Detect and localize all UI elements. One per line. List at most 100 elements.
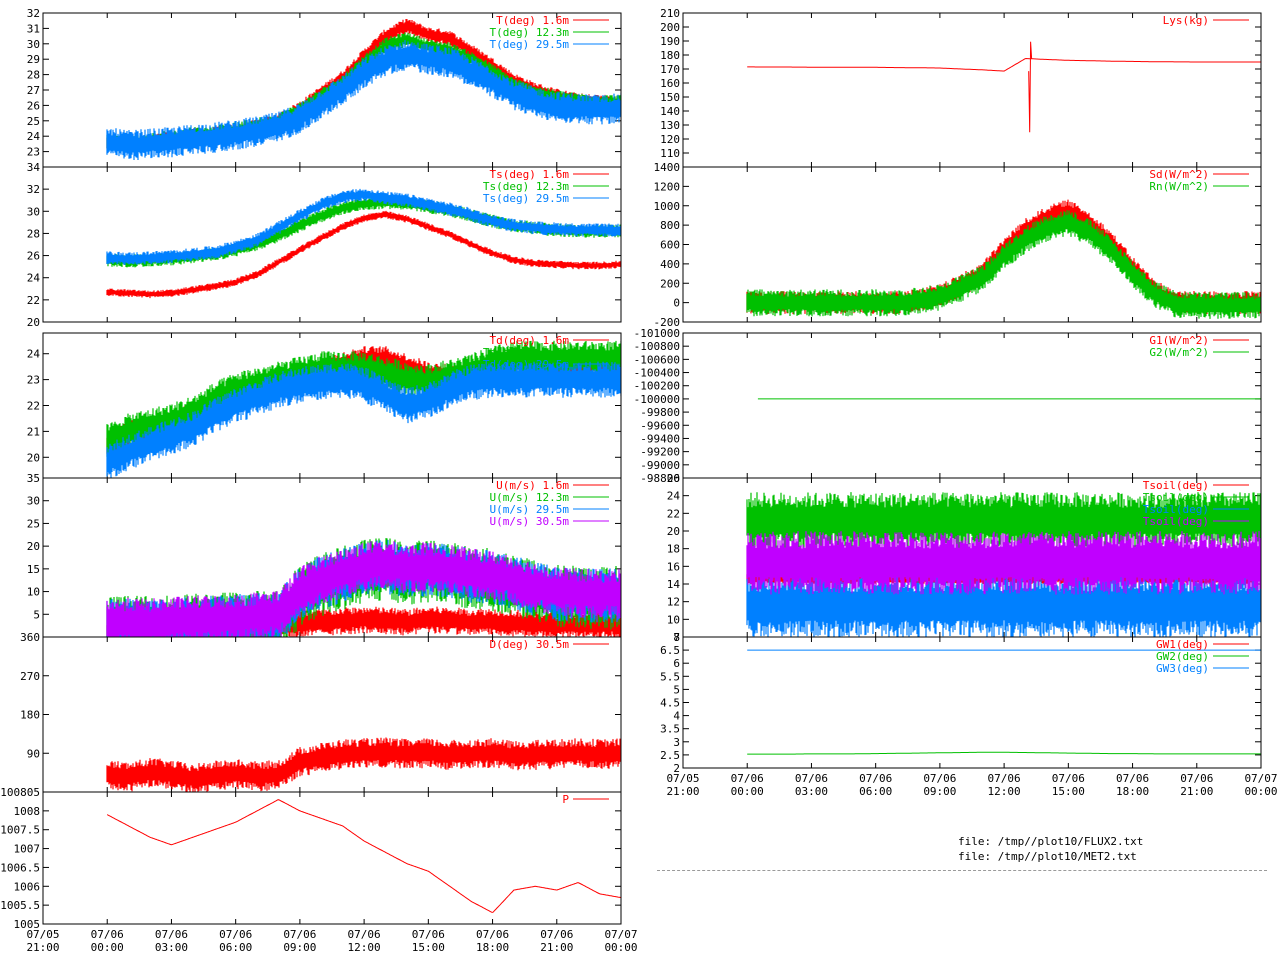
x-tick-date: 07/06 — [476, 928, 509, 941]
legend-label: Rn(W/m^2) — [1149, 180, 1209, 193]
legend-label: Ts(deg) 12.3m — [483, 180, 569, 193]
series-band — [106, 210, 621, 299]
y-tick-label: 1000 — [654, 200, 681, 213]
y-tick-label: 5 — [33, 608, 40, 621]
y-tick-label: 120 — [660, 133, 680, 146]
legend-label: P — [562, 793, 569, 806]
x-tick-date: 07/06 — [1116, 772, 1149, 785]
y-tick-label: 190 — [660, 35, 680, 48]
y-tick-label: 24 — [27, 130, 41, 143]
legend-label: Tsoil(deg) — [1143, 479, 1209, 492]
y-tick-label: 2 — [673, 762, 680, 775]
plot-frame — [42, 166, 622, 323]
x-tick-date: 07/06 — [1052, 772, 1085, 785]
legend-label: GW3(deg) — [1156, 662, 1209, 675]
y-tick-label: -99000 — [640, 459, 680, 472]
y-tick-label: 32 — [27, 183, 40, 196]
series-trace — [106, 40, 621, 160]
plot-panel: 76.565.554.543.532.52 GW1(deg)GW2(deg)GW3… — [660, 631, 1262, 775]
y-tick-label: 1007 — [14, 843, 41, 856]
legend-label: GW1(deg) — [1156, 638, 1209, 651]
y-tick-label: 6.5 — [660, 644, 680, 657]
y-tick-label: 32 — [27, 7, 40, 20]
legend-label: T(deg) 12.3m — [490, 26, 570, 39]
y-tick-label: 20 — [27, 540, 40, 553]
y-tick-label: 1200 — [654, 180, 681, 193]
y-tick-label: 150 — [660, 91, 680, 104]
y-tick-label: 21 — [27, 425, 40, 438]
x-tick-date: 07/05 — [666, 772, 699, 785]
x-tick-date: 07/06 — [988, 772, 1021, 785]
x-tick-time: 06:00 — [219, 941, 252, 954]
y-tick-label: 2.5 — [660, 749, 680, 762]
plot-panel: 2624222018161412108Tsoil(deg)Tsoil(deg)T… — [667, 472, 1262, 644]
legend-label: GW2(deg) — [1156, 650, 1209, 663]
y-tick-label: 170 — [660, 63, 680, 76]
plot-frame — [682, 166, 1262, 323]
x-tick-time: 15:00 — [412, 941, 445, 954]
series-trace — [746, 574, 1261, 637]
legend-label: U(m/s) 1.6m — [496, 479, 569, 492]
y-tick-label: 16 — [667, 560, 680, 573]
y-tick-label: 1006 — [14, 880, 41, 893]
legend-label: U(m/s) 12.3m — [490, 491, 570, 504]
series-trace — [747, 751, 1261, 755]
y-tick-label: 1005 — [14, 918, 41, 931]
y-tick-label: 140 — [660, 105, 680, 118]
series-line — [747, 751, 1261, 755]
y-tick-label: 200 — [660, 21, 680, 34]
y-tick-label: 30 — [27, 38, 40, 51]
y-tick-label: 31 — [27, 22, 40, 35]
plot-frame — [682, 636, 1262, 769]
series-trace — [106, 737, 621, 792]
y-tick-label: -98800 — [640, 472, 680, 485]
legend-label: Td(deg) 1.6m — [490, 334, 570, 347]
legend-label: D(deg) 30.5m — [490, 638, 570, 651]
series-band — [106, 541, 621, 637]
series-trace — [106, 361, 621, 478]
y-tick-label: 1008 — [14, 805, 41, 818]
series-trace — [1028, 41, 1033, 133]
series-line — [1028, 41, 1033, 133]
series-trace — [106, 799, 621, 913]
x-tick-time: 03:00 — [155, 941, 188, 954]
legend-label: U(m/s) 30.5m — [490, 515, 570, 528]
y-tick-label: 800 — [660, 219, 680, 232]
y-tick-label: 90 — [27, 747, 40, 760]
legend-label: Td(deg) 29.5m — [483, 358, 569, 371]
plot-panel: 32 31 30 29 28 27 26 25 24 23 T(deg) 1.6mT(deg) 12… — [27, 7, 622, 168]
x-tick-time: 12:00 — [348, 941, 381, 954]
y-tick-label: 4 — [673, 710, 680, 723]
plot-frame — [682, 12, 1262, 168]
y-tick-label: 25 — [27, 115, 40, 128]
x-tick-time: 21:00 — [26, 941, 59, 954]
y-tick-label: 35 — [27, 472, 40, 485]
x-tick-time: 18:00 — [1116, 785, 1149, 798]
y-tick-label: 28 — [27, 227, 40, 240]
plot-panel: -101000-100800-100600-100400-100200-1000… — [634, 327, 1262, 485]
x-tick-time: 21:00 — [666, 785, 699, 798]
legend-label: Ts(deg) 1.6m — [490, 168, 570, 181]
y-tick-label: 22 — [667, 507, 680, 520]
x-tick-time: 21:00 — [1180, 785, 1213, 798]
legend-label: T(deg) 1.6m — [496, 14, 569, 27]
legend-label: Tsoil(deg) — [1143, 503, 1209, 516]
x-tick-date: 07/07 — [1244, 772, 1277, 785]
x-tick-date: 07/06 — [795, 772, 828, 785]
x-tick-date: 07/06 — [540, 928, 573, 941]
x-tick-date: 07/06 — [348, 928, 381, 941]
series-band — [106, 188, 621, 265]
plot-panel: 1400 1200 1000 800 600 400 200 0 -200 Sd(W/m^2)Rn… — [654, 161, 1262, 329]
x-tick-date: 07/06 — [219, 928, 252, 941]
series-band — [746, 492, 1261, 549]
legend-label: Td(deg) 12.3m — [483, 346, 569, 359]
y-tick-label: 180 — [660, 49, 680, 62]
y-tick-label: 27 — [27, 84, 40, 97]
y-tick-label: 600 — [660, 239, 680, 252]
y-tick-label: 25 — [27, 517, 40, 530]
x-tick-time: 00:00 — [604, 941, 637, 954]
x-tick-time: 21:00 — [540, 941, 573, 954]
y-tick-label: -99200 — [640, 446, 680, 459]
